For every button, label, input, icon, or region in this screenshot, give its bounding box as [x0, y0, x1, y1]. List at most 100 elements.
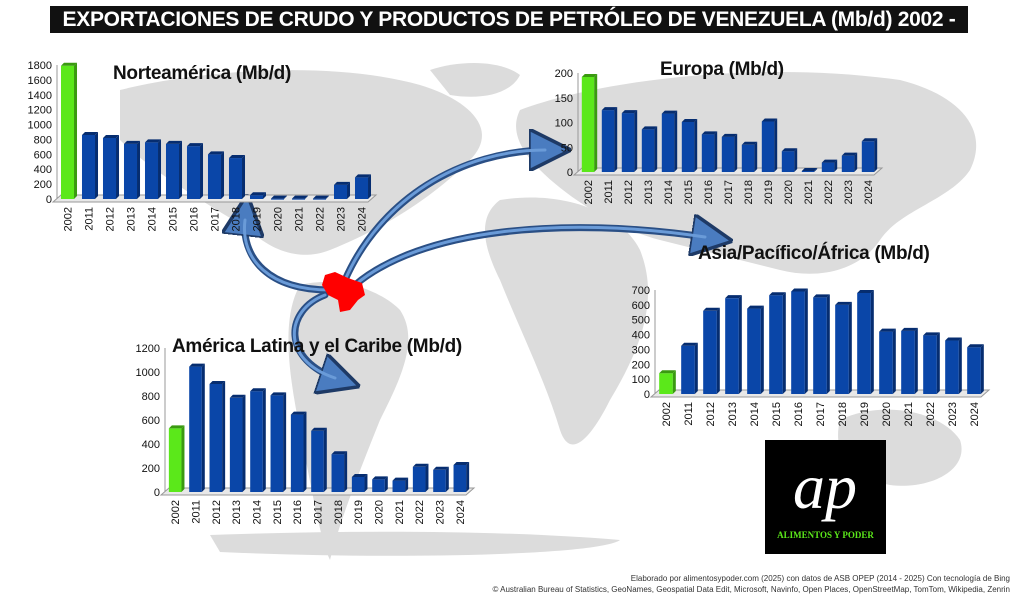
bar-2020	[270, 195, 288, 200]
bar-side	[892, 328, 896, 394]
y-tick-label: 0	[46, 194, 52, 206]
bar-side	[774, 118, 778, 172]
bar-face	[701, 134, 715, 172]
bar-face	[761, 121, 775, 172]
bar-top	[601, 107, 618, 111]
x-tick-label: 2024	[863, 180, 875, 204]
bar-top	[945, 337, 962, 341]
bar-side	[347, 181, 351, 199]
bar-top	[144, 139, 162, 143]
x-tick-label: 2014	[147, 207, 159, 231]
bar-2013	[123, 140, 141, 199]
y-tick-label: 800	[142, 391, 160, 403]
bar-side	[344, 451, 348, 492]
bar-top	[433, 466, 449, 470]
bar-side	[848, 301, 852, 394]
y-tick-label: 400	[632, 330, 650, 342]
bar-side	[263, 192, 267, 199]
bar-2020	[879, 328, 896, 394]
bar-top	[60, 62, 78, 66]
bar-side	[158, 139, 162, 199]
chart-north-america: 0 200 400 600 800 1000 1200 1400 1600 1800 2002 201…	[28, 60, 378, 231]
bar-top	[901, 327, 918, 331]
bar-2022	[412, 463, 429, 492]
bar-2015	[270, 392, 287, 492]
bar-side	[794, 148, 798, 172]
bar-top	[581, 73, 598, 77]
bar-2024	[354, 174, 372, 199]
bar-top	[621, 110, 638, 114]
bar-top	[761, 118, 778, 122]
bar-face	[967, 347, 981, 394]
bar-side	[116, 134, 120, 199]
bar-face	[581, 76, 595, 172]
x-tick-label: 2020	[273, 207, 285, 231]
bar-top	[81, 131, 99, 135]
bar-top	[250, 388, 266, 392]
bar-2022	[923, 332, 940, 394]
bar-side	[734, 133, 738, 172]
bar-face	[372, 479, 385, 492]
y-tick-label: 1200	[28, 105, 52, 117]
bar-side	[634, 110, 638, 172]
bar-top	[229, 394, 246, 398]
bar-top	[209, 381, 226, 384]
bar-top	[861, 138, 878, 142]
bar-2020	[781, 148, 798, 172]
x-tick-label: 2013	[126, 207, 138, 231]
bar-side	[364, 474, 368, 492]
x-tick-label: 2022	[315, 207, 327, 231]
bar-face	[312, 198, 327, 200]
bar-2021	[801, 168, 818, 173]
bar-2024	[967, 344, 984, 394]
y-tick-label: 400	[142, 439, 160, 451]
bar-face	[721, 136, 735, 172]
bar-side	[738, 295, 742, 394]
bar-2017	[813, 294, 830, 394]
bar-2016	[791, 288, 808, 394]
bar-side	[814, 168, 818, 172]
bar-2018	[331, 451, 348, 492]
bar-top	[641, 126, 658, 130]
x-tick-label: 2011	[84, 207, 96, 231]
bar-top	[813, 294, 830, 298]
bar-top	[165, 140, 183, 144]
bar-face	[661, 113, 675, 172]
x-tick-label: 2020	[374, 500, 386, 524]
x-tick-label: 2022	[823, 180, 835, 204]
bar-2011	[681, 342, 698, 394]
bar-side	[384, 476, 388, 492]
x-tick-label: 2015	[683, 180, 695, 204]
x-tick-label: 2012	[105, 207, 117, 231]
bar-top	[270, 195, 288, 199]
bar-top	[661, 110, 678, 114]
bar-side	[74, 62, 78, 199]
bar-2002	[60, 62, 78, 199]
bar-top	[186, 143, 204, 147]
x-tick-label: 2021	[903, 402, 915, 426]
bar-top	[351, 474, 368, 477]
x-tick-label: 2002	[170, 500, 182, 524]
bar-side	[782, 292, 786, 394]
y-tick-label: 600	[142, 415, 160, 427]
bar-face	[725, 298, 739, 394]
bar-face	[601, 110, 615, 172]
chart-europe: 0 50 100 150 200 2002 2011 2012 2013 2014 2015 2016…	[555, 68, 884, 204]
bar-side	[674, 110, 678, 172]
bar-2023	[945, 337, 962, 394]
bar-2002	[659, 370, 676, 394]
bar-side	[242, 155, 246, 199]
bar-face	[791, 291, 805, 394]
x-tick-label: 2023	[435, 500, 447, 524]
bar-side	[754, 141, 758, 172]
bar-top	[290, 411, 307, 415]
x-tick-label: 2013	[231, 500, 243, 524]
credits-line-1: Elaborado por alimentosypoder.com (2025)…	[630, 574, 1010, 583]
bar-face	[102, 137, 117, 199]
bar-top	[769, 292, 786, 296]
bar-face	[769, 295, 783, 394]
bar-2016	[290, 411, 307, 492]
svg-text:ap: ap	[793, 451, 857, 522]
y-tick-label: 1600	[28, 75, 52, 87]
